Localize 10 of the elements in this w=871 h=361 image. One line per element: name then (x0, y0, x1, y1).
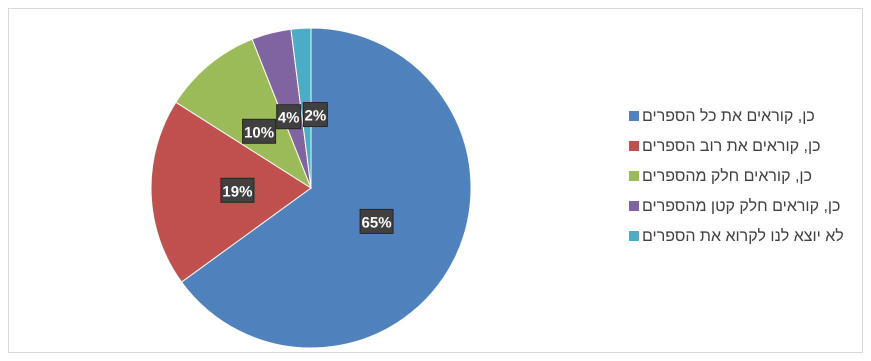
data-label: 2% (304, 108, 326, 125)
data-label: 4% (278, 110, 300, 127)
legend-label: כן, קוראים את כל הספרים (642, 107, 815, 125)
data-label: 19% (222, 183, 252, 200)
legend-label: כן, קוראים את רוב הספרים (642, 138, 820, 155)
data-label: 65% (362, 214, 392, 232)
legend-label: לא יוצא לנו לקרוא את הספרים (642, 227, 844, 245)
legend-label: כן, קוראים חלק קטן מהספרים (642, 197, 840, 215)
data-label: 10% (244, 124, 274, 142)
legend-label: כן, קוראים חלק מהספרים (642, 167, 812, 185)
